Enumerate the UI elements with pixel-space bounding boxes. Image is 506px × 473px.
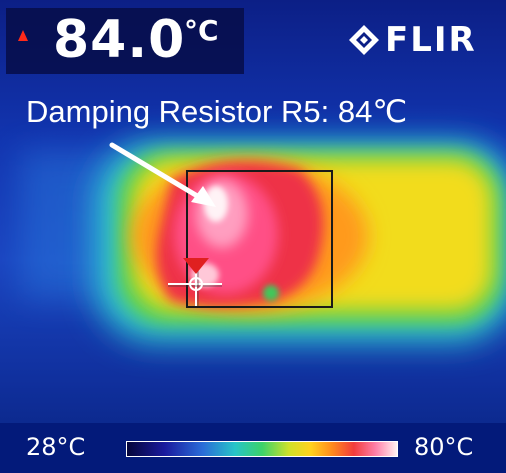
component-annotation: Damping Resistor R5: 84℃	[26, 94, 408, 129]
color-palette-bar	[126, 441, 398, 457]
temperature-unit: °C	[184, 14, 219, 47]
flir-logo-text: FLIR	[385, 20, 477, 60]
spot-marker-icon[interactable]	[168, 258, 222, 306]
temperature-value: 84.0	[53, 10, 186, 70]
scale-min-label: 28°C	[26, 433, 86, 461]
flir-diamond-icon	[349, 25, 379, 55]
alarm-arrow-icon	[18, 30, 28, 41]
thermal-cool-spot	[263, 285, 279, 301]
flir-logo: FLIR	[348, 22, 477, 58]
thermal-hotspot	[204, 186, 228, 222]
temperature-readout: 84.0 °C	[6, 8, 244, 74]
scale-max-label: 80°C	[414, 433, 474, 461]
measurement-box[interactable]	[186, 170, 333, 308]
annotation-arrow-icon	[109, 142, 216, 207]
temperature-scale: 28°C 80°C	[0, 423, 506, 473]
